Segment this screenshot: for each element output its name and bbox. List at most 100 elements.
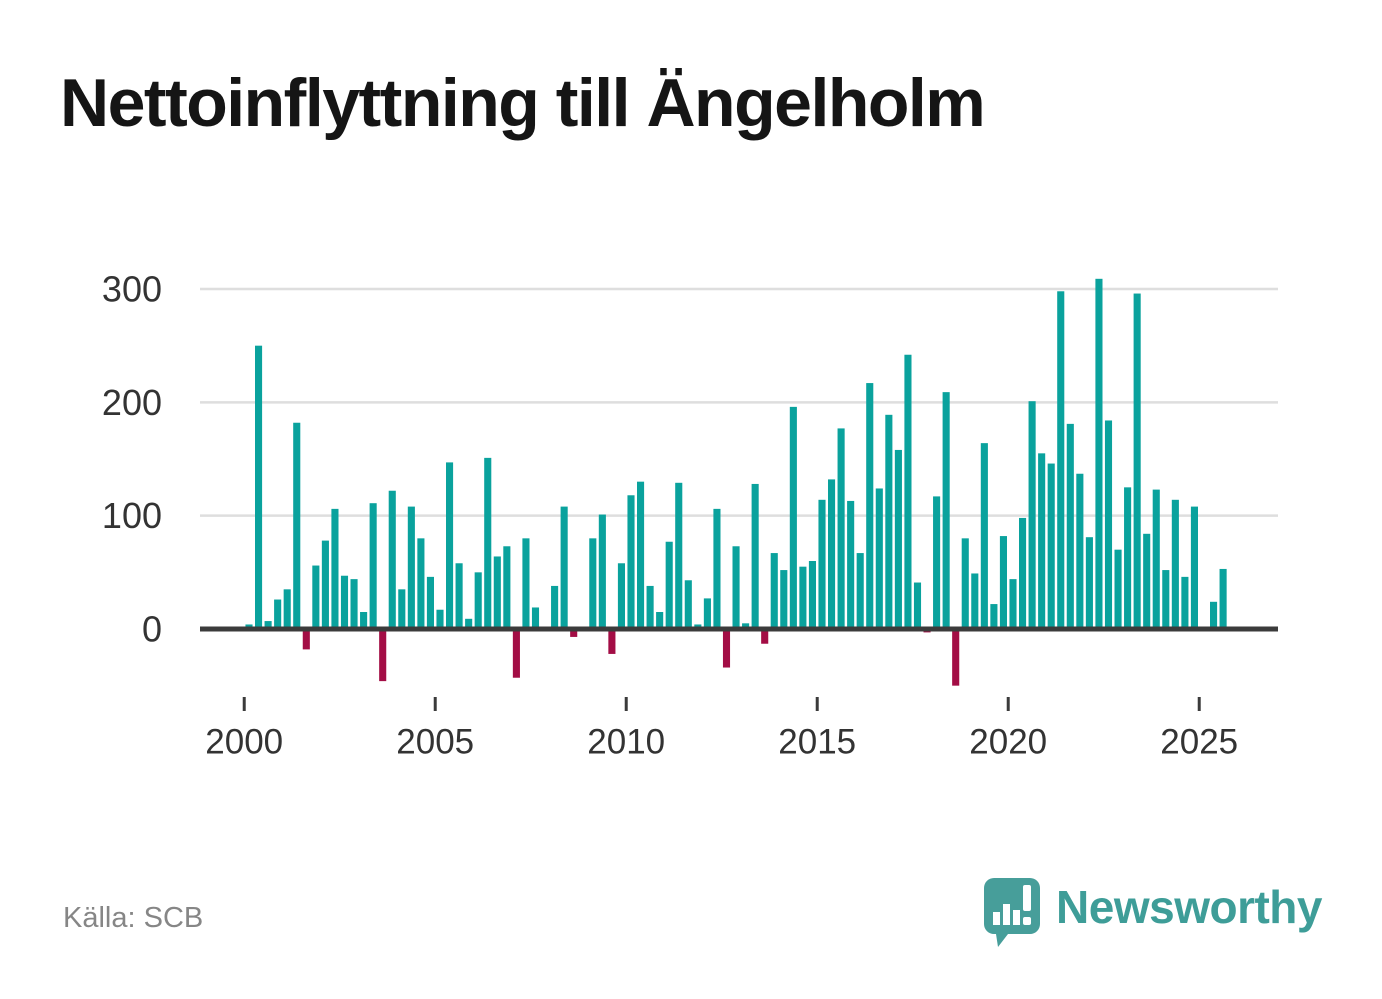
bar-2001-q3 — [302, 629, 310, 650]
bar-2014-q2 — [789, 406, 797, 629]
bar-2004-q2 — [407, 506, 415, 629]
bar-2002-q4 — [350, 579, 358, 629]
bar-2008-q3 — [570, 629, 578, 637]
bar-2001-q1 — [283, 589, 291, 629]
logo-exclamation-dot — [1023, 917, 1032, 925]
bar-2005-q4 — [465, 618, 473, 629]
bar-2011-q3 — [684, 580, 692, 629]
bar-2023-q2 — [1133, 293, 1141, 629]
bar-2016-q2 — [866, 383, 874, 629]
bar-2016-q1 — [856, 553, 864, 629]
bar-2006-q4 — [503, 546, 511, 629]
bar-2005-q3 — [455, 563, 463, 629]
bar-2005-q2 — [446, 462, 454, 629]
bar-2001-q2 — [293, 422, 301, 629]
bar-2016-q4 — [885, 414, 893, 629]
bar-2015-q1 — [818, 499, 826, 629]
bar-2010-q2 — [637, 481, 645, 629]
y-tick-label: 100 — [102, 495, 162, 536]
bar-2017-q3 — [913, 582, 922, 629]
bar-2014-q1 — [780, 570, 788, 629]
bar-2005-q1 — [436, 609, 444, 629]
bar-2013-q2 — [751, 483, 759, 629]
bar-2021-q1 — [1047, 463, 1055, 629]
chart-title: Nettoinflyttning till Ängelholm — [60, 65, 986, 141]
bar-2010-q4 — [656, 612, 664, 629]
bar-2011-q1 — [665, 541, 673, 629]
bar-2021-q4 — [1076, 473, 1084, 629]
bar-2003-q2 — [369, 503, 377, 629]
bar-2018-q4 — [961, 538, 969, 629]
x-tick-label: 2010 — [587, 723, 665, 762]
newsworthy-logo-icon — [984, 878, 1041, 947]
bar-2014-q3 — [799, 566, 807, 629]
bar-2025-q2 — [1210, 601, 1218, 629]
bar-2018-q3 — [952, 629, 960, 686]
bar-2020-q2 — [1019, 517, 1027, 629]
bar-2023-q4 — [1152, 489, 1160, 629]
bar-2023-q3 — [1143, 533, 1151, 629]
bar-2015-q4 — [847, 500, 855, 629]
x-tick-label: 2000 — [205, 723, 283, 762]
bar-2016-q3 — [875, 488, 883, 629]
bar-2022-q4 — [1114, 549, 1122, 629]
bar-2004-q3 — [417, 538, 425, 629]
bar-2018-q2 — [942, 392, 950, 629]
bar-2009-q4 — [617, 563, 625, 629]
bar-2003-q1 — [360, 612, 368, 629]
bar-2022-q2 — [1095, 278, 1103, 629]
bar-2000-q4 — [274, 599, 282, 629]
bar-2020-q4 — [1038, 453, 1046, 629]
bar-2012-q1 — [703, 598, 711, 629]
bar-2022-q3 — [1104, 420, 1113, 629]
bar-2023-q1 — [1124, 487, 1132, 629]
y-tick-label: 300 — [102, 269, 162, 310]
bar-2008-q1 — [551, 585, 559, 629]
bar-2009-q1 — [589, 538, 597, 629]
bar-2018-q1 — [933, 496, 941, 629]
bar-2006-q2 — [484, 457, 492, 629]
newsworthy-logo-text: Newsworthy — [1056, 881, 1322, 933]
bar-2015-q2 — [828, 479, 836, 629]
bar-2020-q1 — [1009, 579, 1017, 629]
bar-2012-q2 — [713, 508, 721, 629]
x-tick-label: 2025 — [1160, 723, 1238, 762]
bar-2024-q4 — [1190, 506, 1198, 629]
bar-2024-q3 — [1181, 576, 1189, 629]
bar-2009-q2 — [598, 514, 606, 629]
bar-2000-q3 — [264, 621, 272, 629]
bar-2019-q1 — [971, 573, 979, 629]
bar-2010-q3 — [646, 585, 654, 629]
bar-2007-q2 — [522, 538, 530, 629]
bar-2010-q1 — [627, 495, 635, 629]
bar-2012-q3 — [722, 629, 731, 668]
newsworthy-logo: Newsworthy — [982, 876, 1322, 960]
bar-2013-q4 — [770, 553, 778, 629]
logo-bar-1 — [993, 912, 1001, 925]
bar-2001-q4 — [312, 565, 320, 629]
bar-2025-q3 — [1219, 568, 1227, 629]
bar-2009-q3 — [608, 629, 616, 654]
bar-2002-q3 — [340, 575, 349, 629]
bar-2000-q2 — [255, 345, 263, 629]
logo-bar-3 — [1013, 910, 1021, 925]
bar-2013-q1 — [742, 623, 750, 629]
bar-2011-q2 — [675, 482, 683, 629]
logo-bar-2 — [1003, 904, 1011, 925]
x-tick-label: 2005 — [396, 723, 474, 762]
bar-2021-q2 — [1057, 291, 1065, 629]
y-tick-label: 0 — [142, 609, 162, 650]
bar-2002-q2 — [331, 508, 339, 629]
bar-2012-q4 — [732, 546, 740, 629]
logo-exclamation-bar — [1023, 885, 1032, 911]
bar-2003-q4 — [388, 490, 396, 629]
speech-bubble-shape — [984, 878, 1041, 947]
x-tick-label: 2015 — [778, 723, 856, 762]
bar-2013-q3 — [761, 629, 769, 644]
bar-2006-q3 — [493, 556, 501, 629]
bar-2022-q1 — [1085, 537, 1093, 629]
bar-2002-q1 — [321, 540, 329, 629]
bar-2004-q4 — [426, 576, 434, 629]
bar-2024-q2 — [1171, 499, 1179, 629]
